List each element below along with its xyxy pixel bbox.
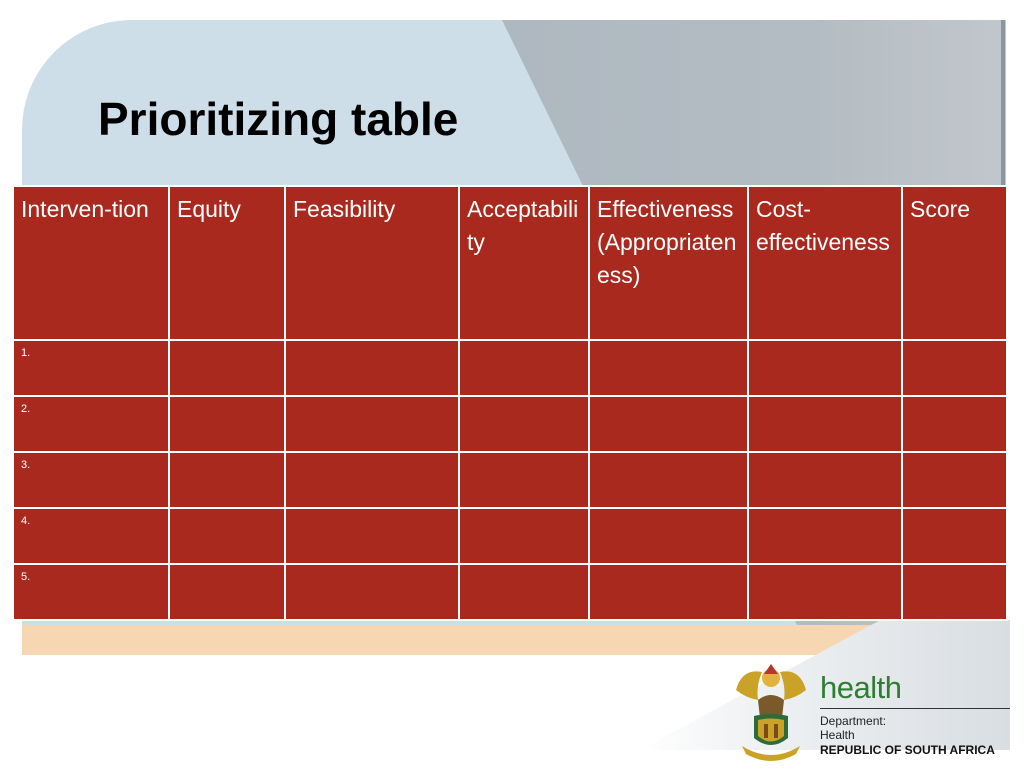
table-cell	[747, 339, 903, 397]
department-name: Health	[820, 727, 855, 742]
prioritizing-table: Interven-tion Equity Feasibility Accepta…	[12, 185, 1008, 621]
department-label: Department:	[820, 714, 887, 728]
table-row: 5.	[12, 563, 1008, 621]
header-score: Score	[901, 185, 1008, 341]
table-cell	[284, 507, 460, 565]
table-cell	[284, 395, 460, 453]
table-cell	[458, 395, 590, 453]
table-cell	[901, 451, 1008, 509]
table-row: 4.	[12, 507, 1008, 565]
brand-divider	[820, 708, 1010, 709]
department-branding: health Department: Health REPUBLIC OF SO…	[820, 672, 1010, 757]
table-cell	[747, 395, 903, 453]
brand-name: health	[820, 670, 902, 705]
country-name: REPUBLIC OF SOUTH AFRICA	[820, 742, 995, 757]
header-effectiveness: Effectiveness (Appropriateness)	[588, 185, 749, 341]
header-cost-effectiveness: Cost-effectiveness	[747, 185, 903, 341]
table-cell	[458, 563, 590, 621]
table-row: 1.	[12, 339, 1008, 397]
header-feasibility: Feasibility	[284, 185, 460, 341]
table-cell	[588, 395, 749, 453]
table-cell: 2.	[12, 395, 170, 453]
table-cell	[588, 507, 749, 565]
table-cell	[588, 451, 749, 509]
table-cell	[168, 339, 286, 397]
table-cell	[458, 451, 590, 509]
table-cell	[168, 563, 286, 621]
table-cell	[901, 395, 1008, 453]
table-cell	[168, 507, 286, 565]
coat-of-arms-icon	[728, 660, 814, 765]
table-row: 2.	[12, 395, 1008, 453]
header-intervention: Interven-tion	[12, 185, 170, 341]
header-equity: Equity	[168, 185, 286, 341]
table-header-row: Interven-tion Equity Feasibility Accepta…	[12, 185, 1008, 341]
table-cell	[284, 563, 460, 621]
table-cell	[458, 507, 590, 565]
table-cell: 3.	[12, 451, 170, 509]
table-cell	[284, 339, 460, 397]
table-cell: 4.	[12, 507, 170, 565]
header-acceptability: Acceptability	[458, 185, 590, 341]
table-cell	[747, 507, 903, 565]
table-row: 3.	[12, 451, 1008, 509]
table-cell: 1.	[12, 339, 170, 397]
table-cell: 5.	[12, 563, 170, 621]
table-cell	[588, 563, 749, 621]
slide-title: Prioritizing table	[98, 93, 459, 145]
table-cell	[901, 339, 1008, 397]
table-cell	[168, 395, 286, 453]
table-cell	[588, 339, 749, 397]
table-cell	[901, 507, 1008, 565]
table-cell	[284, 451, 460, 509]
table-cell	[901, 563, 1008, 621]
table-cell	[168, 451, 286, 509]
table-cell	[747, 563, 903, 621]
table-cell	[747, 451, 903, 509]
table-cell	[458, 339, 590, 397]
